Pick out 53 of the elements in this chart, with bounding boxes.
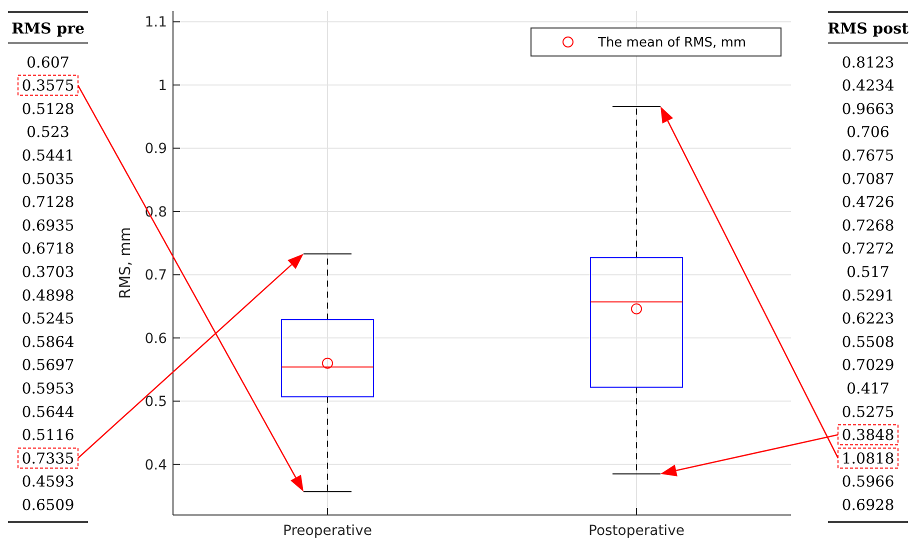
text: 0.5441	[22, 146, 74, 164]
text: 0.4898	[22, 286, 74, 304]
text: 0.5953	[22, 379, 74, 398]
text: 0.5275	[842, 402, 894, 421]
text: 0.6223	[842, 310, 894, 328]
x-tick-label: Postoperative	[588, 523, 684, 539]
text: 0.417	[846, 379, 890, 398]
y-tick-label: 0.9	[144, 141, 167, 158]
y-tick-label: 0.5	[144, 394, 167, 410]
text: 0.5116	[22, 426, 74, 444]
text: 0.5697	[22, 356, 74, 374]
y-tick-label: 0.4	[144, 457, 168, 474]
text: 0.7128	[22, 193, 74, 212]
y-tick-label: 1	[158, 78, 167, 94]
text: 0.6928	[842, 496, 894, 514]
legend-label: The mean of RMS, mm	[597, 36, 746, 51]
text: RMS pre	[11, 19, 85, 38]
y-tick-label: 0.6	[144, 330, 168, 347]
y-axis-title: RMS, mm	[116, 227, 134, 299]
text: 0.7268	[842, 216, 894, 234]
text: 0.5966	[842, 472, 894, 491]
text: 0.6935	[22, 216, 74, 234]
text: 0.6718	[22, 240, 74, 258]
text: 0.5245	[22, 310, 74, 328]
text: 0.3848	[842, 426, 894, 444]
text: 0.5508	[842, 332, 894, 351]
y-tick-label: 1.1	[144, 14, 167, 31]
text: 0.607	[26, 53, 70, 72]
text: 0.523	[26, 123, 70, 142]
text: 0.517	[846, 262, 890, 281]
text: 0.9663	[842, 100, 894, 118]
text: 0.706	[846, 123, 890, 142]
text: 0.3575	[22, 76, 74, 95]
text: 0.3703	[22, 262, 74, 281]
text: 0.4726	[842, 193, 894, 212]
text: 0.7272	[842, 240, 894, 258]
text: 0.4593	[22, 472, 74, 491]
text: 0.7335	[22, 449, 74, 468]
text: 0.7029	[842, 356, 894, 374]
text: 0.6509	[22, 496, 74, 514]
y-tick-label: 0.7	[144, 268, 167, 284]
text: 0.4234	[842, 76, 894, 95]
text: 0.5864	[22, 332, 74, 351]
text: 0.8123	[842, 53, 894, 72]
text: 0.5128	[22, 100, 74, 118]
x-tick-label: Preoperative	[283, 523, 372, 539]
text: 0.5644	[22, 402, 74, 421]
text: 1.0818	[842, 449, 894, 468]
text: 0.5035	[22, 170, 74, 188]
text: RMS post	[828, 19, 909, 38]
text: 0.7087	[842, 170, 894, 188]
text: 0.5291	[842, 286, 894, 304]
text: 0.7675	[842, 146, 894, 164]
